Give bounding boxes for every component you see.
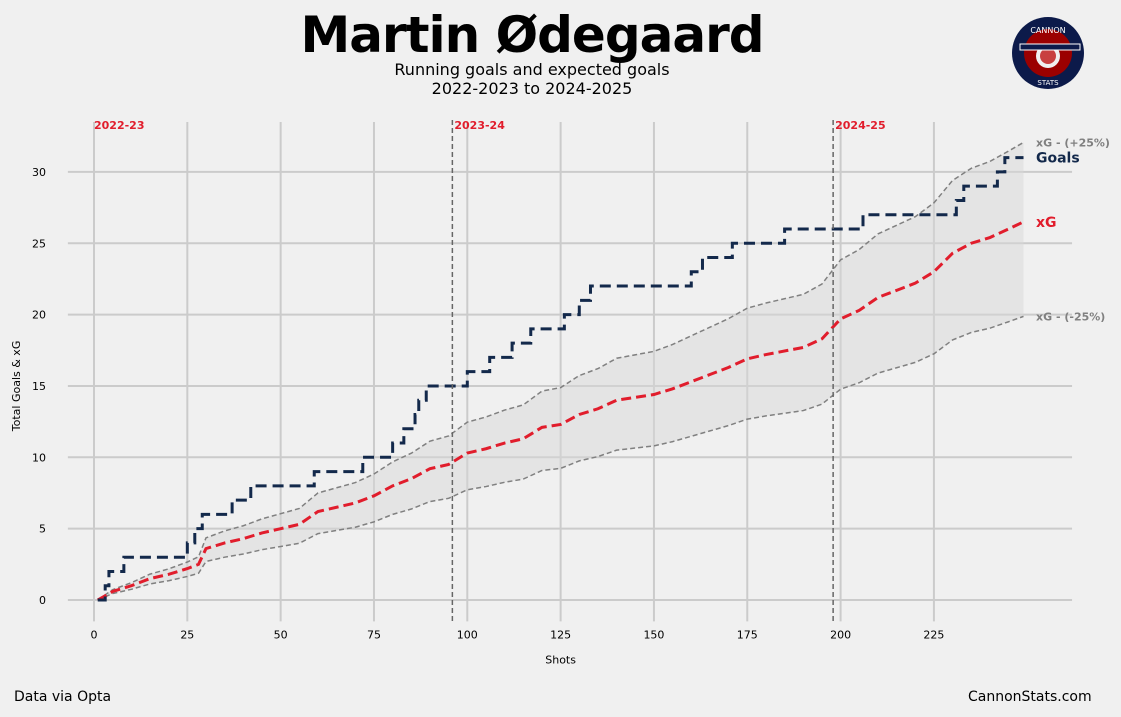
y-tick-label: 25 bbox=[32, 237, 46, 250]
y-tick-label: 20 bbox=[32, 309, 46, 322]
xg-upper-line bbox=[97, 141, 1024, 601]
x-tick-label: 225 bbox=[923, 628, 944, 641]
season-label: 2023-24 bbox=[454, 119, 505, 132]
x-tick-label: 100 bbox=[457, 628, 478, 641]
x-tick-label: 50 bbox=[274, 628, 288, 641]
xg-line bbox=[96, 220, 1025, 602]
y-tick-label: 5 bbox=[39, 523, 46, 536]
site-credit[interactable]: CannonStats.com bbox=[968, 689, 1092, 705]
goals-line bbox=[97, 156, 1024, 602]
x-tick-label: 0 bbox=[91, 628, 98, 641]
lower-band-label: xG - (-25%) bbox=[1036, 310, 1105, 323]
chart-subtitle: Running goals and expected goals bbox=[394, 60, 670, 79]
xg-lower-line bbox=[97, 315, 1024, 601]
svg-text:STATS: STATS bbox=[1037, 79, 1059, 87]
svg-text:CANNON: CANNON bbox=[1030, 26, 1065, 35]
x-tick-label: 75 bbox=[367, 628, 381, 641]
x-tick-label: 25 bbox=[180, 628, 194, 641]
season-label: 2022-23 bbox=[94, 119, 145, 132]
goals-label: Goals bbox=[1036, 151, 1080, 167]
x-tick-label: 200 bbox=[830, 628, 851, 641]
x-tick-label: 125 bbox=[550, 628, 571, 641]
xg-band-fill bbox=[97, 142, 1024, 601]
data-source: Data via Opta bbox=[14, 689, 112, 705]
chart-title: Martin Ødegaard bbox=[300, 6, 764, 64]
x-tick-label: 150 bbox=[643, 628, 664, 641]
y-axis-label: Total Goals & xG bbox=[10, 341, 23, 433]
x-tick-label: 175 bbox=[737, 628, 758, 641]
season-label: 2024-25 bbox=[835, 119, 886, 132]
x-axis-label: Shots bbox=[545, 653, 576, 666]
xg-label: xG bbox=[1036, 215, 1057, 231]
y-tick-label: 0 bbox=[39, 594, 46, 607]
chart-subtitle-seasons: 2022-2023 to 2024-2025 bbox=[431, 79, 633, 98]
y-tick-label: 30 bbox=[32, 166, 46, 179]
y-tick-label: 10 bbox=[32, 451, 46, 464]
upper-band-label: xG - (+25%) bbox=[1036, 136, 1110, 149]
y-tick-label: 15 bbox=[32, 380, 46, 393]
